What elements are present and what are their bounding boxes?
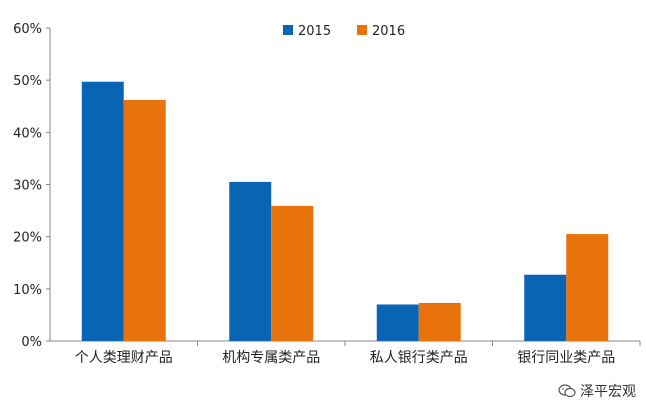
bar-2016 — [418, 302, 461, 341]
category-label: 机构专属类产品 — [222, 350, 320, 366]
y-tick-label: 60% — [13, 22, 42, 37]
y-tick-label: 50% — [13, 74, 42, 89]
legend: 2015 2016 — [283, 24, 405, 39]
category-labels: 个人类理财产品 机构专属类产品 私人银行类产品 银行同业类产品 — [75, 350, 616, 366]
chart-bars — [81, 81, 609, 342]
bar-2016 — [271, 205, 314, 341]
wechat-icon — [558, 384, 576, 398]
watermark-text: 泽平宏观 — [580, 384, 636, 400]
y-tick-label: 40% — [13, 126, 42, 141]
y-tick-label: 0% — [21, 335, 42, 350]
legend-swatch-2015 — [283, 25, 293, 35]
bar-2015 — [524, 274, 567, 341]
bar-2016 — [566, 234, 609, 341]
watermark: 泽平宏观 — [558, 381, 636, 401]
bar-2015 — [81, 81, 124, 342]
category-label: 私人银行类产品 — [370, 350, 468, 366]
legend-label-2016: 2016 — [372, 24, 405, 39]
y-tick-labels: 0% 10% 20% 30% 40% 50% 60% — [13, 22, 42, 350]
y-tick-label: 30% — [13, 179, 42, 194]
category-label: 个人类理财产品 — [75, 350, 173, 366]
bar-2015 — [229, 181, 272, 341]
legend-swatch-2016 — [357, 25, 367, 35]
category-label: 银行同业类产品 — [517, 350, 615, 366]
y-tick-label: 10% — [13, 283, 42, 298]
bar-2016 — [123, 99, 166, 342]
y-tick-label: 20% — [13, 231, 42, 246]
bar-2015 — [376, 304, 419, 341]
legend-label-2015: 2015 — [298, 24, 331, 39]
